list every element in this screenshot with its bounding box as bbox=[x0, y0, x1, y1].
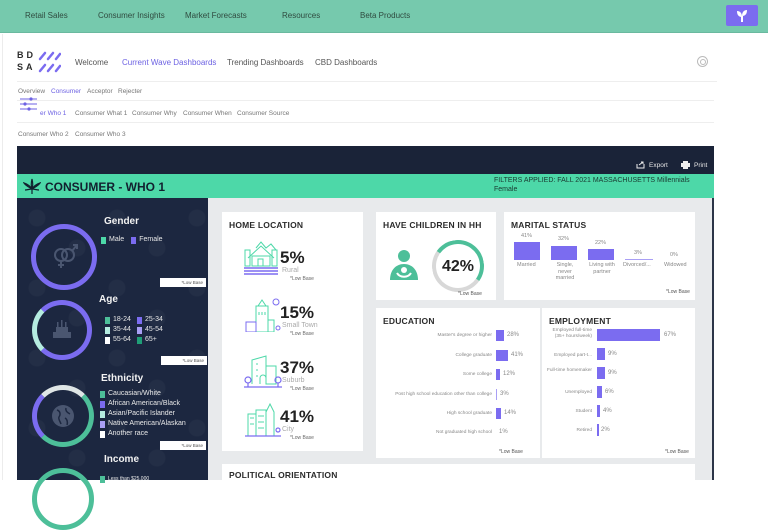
nav-current-wave-dashboards[interactable]: Current Wave Dashboards bbox=[122, 58, 217, 67]
gender-donut bbox=[31, 224, 97, 290]
bar-employed-part-time bbox=[597, 348, 605, 360]
birthday-cake-icon bbox=[53, 320, 71, 338]
small-town-pct: 15% bbox=[280, 303, 315, 322]
gender-symbol-icon bbox=[54, 244, 78, 268]
age-legend: 18-24 25-34 35-44 45-54 55-64 65+ bbox=[105, 315, 167, 345]
subnav-rejecter[interactable]: Rejecter bbox=[118, 88, 143, 95]
employment-card: EMPLOYMENT Employed full-time (35+ hours… bbox=[542, 308, 695, 458]
filters-applied: FILTERS APPLIED: FALL 2021 MASSACHUSETTS… bbox=[494, 177, 690, 193]
subnav-consumer-what-1[interactable]: Consumer What 1 bbox=[75, 110, 128, 117]
topnav-beta-products[interactable]: Beta Products bbox=[360, 11, 411, 20]
brand-button[interactable] bbox=[726, 5, 758, 26]
page-edge bbox=[2, 34, 3, 480]
demographics-panel: Gender Male Female *Low Base Age 18-24 2… bbox=[17, 198, 208, 530]
topnav-market-forecasts[interactable]: Market Forecasts bbox=[185, 11, 247, 20]
bar-homemaker bbox=[597, 367, 605, 379]
rural-house-icon bbox=[244, 241, 278, 275]
page-title: CONSUMER - WHO 1 bbox=[45, 180, 165, 194]
bar-post-high-school bbox=[496, 389, 497, 400]
ethnicity-donut bbox=[32, 385, 94, 447]
bar-married bbox=[514, 242, 540, 260]
subnav-consumer-source[interactable]: Consumer Source bbox=[237, 110, 290, 117]
have-children-card: HAVE CHILDREN IN HH 42% *Low Base bbox=[376, 212, 496, 300]
bar-retired bbox=[597, 424, 599, 436]
children-pct: 42% bbox=[442, 258, 475, 275]
income-legend: Less than $25,000 bbox=[100, 474, 149, 484]
top-nav: Retail Sales Consumer Insights Market Fo… bbox=[0, 0, 768, 33]
filter-sliders-icon[interactable] bbox=[20, 97, 37, 111]
topnav-consumer-insights[interactable]: Consumer Insights bbox=[98, 11, 165, 20]
logo-slashes-icon bbox=[38, 51, 61, 73]
cannabis-leaf-icon bbox=[23, 178, 41, 194]
gear-icon[interactable] bbox=[697, 56, 708, 67]
dashboard-toolbar: Export Print bbox=[17, 146, 714, 174]
marital-status-card: MARITAL STATUS 41% Married 32% Single, n… bbox=[504, 212, 695, 300]
dashboard-frame: Export Print CONSUMER - WHO 1 FILTERS AP… bbox=[17, 146, 714, 530]
subnav-acceptor[interactable]: Acceptor bbox=[87, 88, 113, 95]
subnav-consumer[interactable]: Consumer bbox=[51, 88, 81, 95]
subnav-consumer-who-3[interactable]: Consumer Who 3 bbox=[75, 131, 126, 138]
bdsa-logo[interactable]: BD SA bbox=[17, 50, 65, 76]
bar-masters bbox=[496, 330, 504, 341]
topnav-resources[interactable]: Resources bbox=[282, 11, 321, 20]
low-base-tag: *Low Base bbox=[160, 278, 206, 287]
small-town-icon bbox=[245, 298, 281, 332]
low-base-tag: *Low Base bbox=[161, 356, 207, 365]
divider bbox=[17, 100, 714, 101]
topnav-retail-sales[interactable]: Retail Sales bbox=[25, 11, 68, 20]
gender-title: Gender bbox=[104, 216, 140, 227]
globe-icon bbox=[52, 405, 74, 427]
bar-single bbox=[551, 246, 577, 260]
rural-pct: 5% bbox=[280, 248, 305, 267]
bar-student bbox=[597, 405, 600, 417]
export-icon bbox=[636, 161, 645, 169]
bar-living-with-partner bbox=[588, 249, 614, 260]
income-title: Income bbox=[104, 454, 140, 465]
subnav-consumer-when[interactable]: Consumer When bbox=[183, 110, 232, 117]
nav-welcome[interactable]: Welcome bbox=[75, 58, 109, 67]
suburb-building-icon bbox=[244, 355, 282, 388]
age-donut bbox=[32, 300, 92, 360]
city-buildings-icon bbox=[245, 402, 281, 437]
bar-high-school-graduate bbox=[496, 408, 501, 419]
city-pct: 41% bbox=[280, 407, 315, 426]
export-button[interactable]: Export bbox=[636, 161, 668, 169]
main-header: BD SA Welcome Current Wave Dashboards Tr… bbox=[17, 42, 717, 82]
bar-employed-full-time bbox=[597, 329, 660, 341]
print-button[interactable]: Print bbox=[681, 161, 707, 169]
suburb-pct: 37% bbox=[280, 358, 315, 377]
subnav-consumer-who-1[interactable]: er Who 1 bbox=[40, 110, 67, 117]
parent-child-icon bbox=[390, 250, 418, 280]
income-donut bbox=[32, 468, 94, 530]
divider bbox=[17, 122, 714, 123]
subnav-overview[interactable]: Overview bbox=[18, 88, 46, 95]
bar-some-college bbox=[496, 369, 500, 380]
low-base-tag: *Low Base bbox=[160, 441, 206, 450]
subnav-consumer-why[interactable]: Consumer Why bbox=[132, 110, 177, 117]
sprout-icon bbox=[737, 9, 747, 22]
home-location-card: HOME LOCATION 5% Rural *Low Base 15% Sma… bbox=[222, 212, 363, 451]
age-title: Age bbox=[99, 294, 118, 305]
subnav-consumer-who-2[interactable]: Consumer Who 2 bbox=[18, 131, 69, 138]
print-icon bbox=[681, 161, 690, 169]
nav-cbd-dashboards[interactable]: CBD Dashboards bbox=[315, 58, 378, 67]
gender-legend: Male Female bbox=[101, 235, 163, 245]
dashboard-title-bar: CONSUMER - WHO 1 FILTERS APPLIED: FALL 2… bbox=[17, 174, 714, 198]
bar-divorced bbox=[625, 259, 653, 260]
ethnicity-title: Ethnicity bbox=[101, 373, 144, 384]
bar-unemployed bbox=[597, 386, 602, 398]
bar-college-graduate bbox=[496, 350, 508, 361]
nav-trending-dashboards[interactable]: Trending Dashboards bbox=[227, 58, 304, 67]
ethnicity-legend: Caucasian/White African American/Black A… bbox=[100, 389, 186, 439]
political-orientation-card: POLITICAL ORIENTATION bbox=[222, 464, 695, 484]
education-card: EDUCATION Master's degree or higher 28% … bbox=[376, 308, 540, 458]
